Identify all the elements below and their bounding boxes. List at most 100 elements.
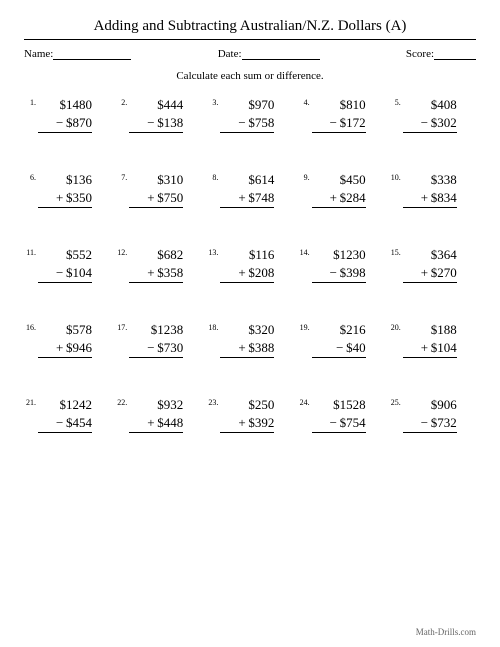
problem-stack: $116+$208 bbox=[220, 246, 274, 283]
operand-bottom: +$388 bbox=[220, 339, 274, 357]
problem-number: 21. bbox=[24, 396, 38, 409]
operand-top: $408 bbox=[403, 96, 457, 114]
operand-top: $906 bbox=[403, 396, 457, 414]
operand-top: $932 bbox=[129, 396, 183, 414]
problem: 19. $216−$40 bbox=[298, 321, 385, 358]
problem: 15. $364+$270 bbox=[389, 246, 476, 283]
operand-top: $310 bbox=[129, 171, 183, 189]
problem-rule bbox=[403, 432, 457, 433]
problem: 10. $338+$834 bbox=[389, 171, 476, 208]
problem-number: 10. bbox=[389, 171, 403, 184]
operand-bottom: −$730 bbox=[129, 339, 183, 357]
problem-rule bbox=[38, 207, 92, 208]
problem: 3. $970−$758 bbox=[206, 96, 293, 133]
problem: 24. $1528−$754 bbox=[298, 396, 385, 433]
operand-bottom: +$750 bbox=[129, 189, 183, 207]
problem-stack: $552−$104 bbox=[38, 246, 92, 283]
name-field: Name: bbox=[24, 48, 131, 60]
problem-stack: $1238−$730 bbox=[129, 321, 183, 358]
score-blank[interactable] bbox=[434, 48, 476, 60]
problem: 12. $682+$358 bbox=[115, 246, 202, 283]
title-rule bbox=[24, 39, 476, 40]
problem-rule bbox=[403, 357, 457, 358]
operand-bottom: −$454 bbox=[38, 414, 92, 432]
operand-top: $116 bbox=[220, 246, 274, 264]
problem-stack: $1230−$398 bbox=[312, 246, 366, 283]
problem-stack: $310+$750 bbox=[129, 171, 183, 208]
problem-stack: $136+$350 bbox=[38, 171, 92, 208]
problem-number: 15. bbox=[389, 246, 403, 259]
footer-credit: Math-Drills.com bbox=[416, 627, 476, 637]
operand-top: $364 bbox=[403, 246, 457, 264]
problem-stack: $444−$138 bbox=[129, 96, 183, 133]
operand-top: $682 bbox=[129, 246, 183, 264]
problem-number: 9. bbox=[298, 171, 312, 184]
problem-rule bbox=[403, 207, 457, 208]
operand-bottom: +$448 bbox=[129, 414, 183, 432]
problem: 22. $932+$448 bbox=[115, 396, 202, 433]
problem-number: 7. bbox=[115, 171, 129, 184]
problem-rule bbox=[220, 282, 274, 283]
operand-top: $250 bbox=[220, 396, 274, 414]
name-label: Name: bbox=[24, 48, 53, 60]
problem-number: 1. bbox=[24, 96, 38, 109]
problem: 8. $614+$748 bbox=[206, 171, 293, 208]
problem-stack: $364+$270 bbox=[403, 246, 457, 283]
problem-number: 3. bbox=[206, 96, 220, 109]
operand-bottom: −$754 bbox=[312, 414, 366, 432]
problem-stack: $1242−$454 bbox=[38, 396, 92, 433]
problem-number: 18. bbox=[206, 321, 220, 334]
problem: 23. $250+$392 bbox=[206, 396, 293, 433]
problem: 25. $906−$732 bbox=[389, 396, 476, 433]
operand-bottom: +$270 bbox=[403, 264, 457, 282]
operand-bottom: +$208 bbox=[220, 264, 274, 282]
name-blank[interactable] bbox=[53, 48, 131, 60]
problem-stack: $906−$732 bbox=[403, 396, 457, 433]
operand-top: $188 bbox=[403, 321, 457, 339]
operand-top: $1242 bbox=[38, 396, 92, 414]
problem-rule bbox=[312, 282, 366, 283]
operand-bottom: +$392 bbox=[220, 414, 274, 432]
problem: 17. $1238−$730 bbox=[115, 321, 202, 358]
problem: 13. $116+$208 bbox=[206, 246, 293, 283]
operand-bottom: −$758 bbox=[220, 114, 274, 132]
date-field: Date: bbox=[218, 48, 320, 60]
problem-stack: $338+$834 bbox=[403, 171, 457, 208]
problem-number: 22. bbox=[115, 396, 129, 409]
problem-stack: $682+$358 bbox=[129, 246, 183, 283]
problem: 14. $1230−$398 bbox=[298, 246, 385, 283]
operand-bottom: +$104 bbox=[403, 339, 457, 357]
problem-rule bbox=[220, 432, 274, 433]
problem-stack: $320+$388 bbox=[220, 321, 274, 358]
problem: 1. $1480−$870 bbox=[24, 96, 111, 133]
operand-top: $136 bbox=[38, 171, 92, 189]
problem-rule bbox=[312, 207, 366, 208]
problem-rule bbox=[403, 132, 457, 133]
operand-top: $1480 bbox=[38, 96, 92, 114]
problem-rule bbox=[129, 432, 183, 433]
operand-bottom: −$732 bbox=[403, 414, 457, 432]
date-blank[interactable] bbox=[242, 48, 320, 60]
problem: 5. $408−$302 bbox=[389, 96, 476, 133]
problem: 2. $444−$138 bbox=[115, 96, 202, 133]
problem-number: 20. bbox=[389, 321, 403, 334]
problem-rule bbox=[129, 357, 183, 358]
problem-stack: $188+$104 bbox=[403, 321, 457, 358]
operand-top: $338 bbox=[403, 171, 457, 189]
operand-top: $1528 bbox=[312, 396, 366, 414]
problem-number: 8. bbox=[206, 171, 220, 184]
operand-bottom: +$350 bbox=[38, 189, 92, 207]
problem-stack: $1528−$754 bbox=[312, 396, 366, 433]
problem-number: 11. bbox=[24, 246, 38, 259]
problem-number: 24. bbox=[298, 396, 312, 409]
problem-number: 12. bbox=[115, 246, 129, 259]
problem: 7. $310+$750 bbox=[115, 171, 202, 208]
operand-top: $552 bbox=[38, 246, 92, 264]
problem-number: 5. bbox=[389, 96, 403, 109]
problem-number: 16. bbox=[24, 321, 38, 334]
problem-rule bbox=[312, 432, 366, 433]
problem-number: 17. bbox=[115, 321, 129, 334]
score-field: Score: bbox=[406, 48, 476, 60]
problem: 18. $320+$388 bbox=[206, 321, 293, 358]
problem-stack: $450+$284 bbox=[312, 171, 366, 208]
